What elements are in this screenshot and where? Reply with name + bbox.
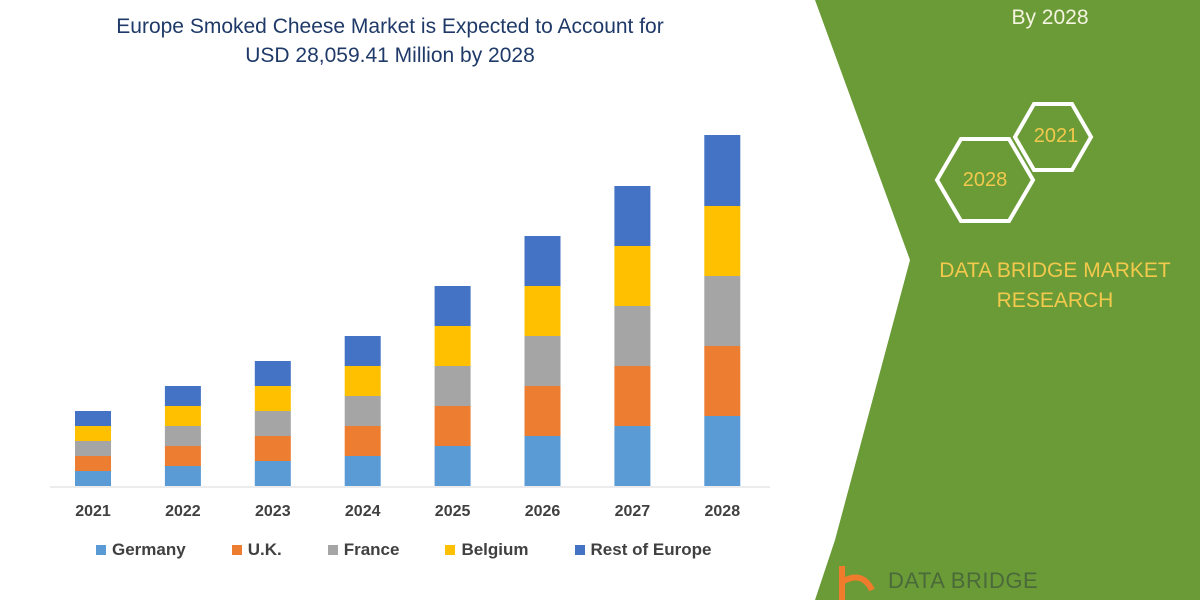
hexagon-2021 bbox=[1012, 102, 1094, 172]
bar-segment-2024-u-k- bbox=[344, 426, 381, 456]
stacked-bar-chart bbox=[75, 135, 741, 486]
hex-label-2028: 2028 bbox=[962, 169, 1008, 191]
bar-segment-2028-belgium bbox=[704, 206, 741, 276]
bar-segment-2028-u-k- bbox=[704, 346, 741, 416]
legend-swatch bbox=[96, 545, 106, 555]
chart-title: Europe Smoked Cheese Market is Expected … bbox=[60, 12, 720, 70]
bar-segment-2023-rest-of-europe bbox=[254, 361, 291, 386]
title-line-2: USD 28,059.41 Million by 2028 bbox=[245, 44, 535, 67]
x-tick-label: 2022 bbox=[165, 503, 201, 520]
x-tick-label: 2027 bbox=[614, 503, 651, 520]
bar-segment-2026-belgium bbox=[524, 286, 561, 336]
legend-item: Belgium bbox=[445, 540, 529, 560]
bar-segment-2027-belgium bbox=[614, 246, 651, 306]
legend-label: Belgium bbox=[461, 540, 529, 559]
bar-segment-2028-france bbox=[704, 276, 741, 346]
legend-item: Rest of Europe bbox=[574, 540, 712, 560]
bar-segment-2021-germany bbox=[75, 471, 111, 486]
side-top-text: By 2028 bbox=[1011, 6, 1089, 29]
bar-segment-2024-germany bbox=[344, 456, 381, 486]
legend-swatch bbox=[574, 545, 585, 555]
x-tick-label: 2021 bbox=[75, 503, 111, 520]
bar-segment-2021-rest-of-europe bbox=[75, 411, 111, 426]
title-line-1: Europe Smoked Cheese Market is Expected … bbox=[116, 15, 664, 38]
bar-segment-2025-belgium bbox=[434, 326, 471, 366]
bar-segment-2026-u-k- bbox=[524, 386, 561, 436]
legend-label: Germany bbox=[112, 540, 186, 559]
bar-segment-2027-france bbox=[614, 306, 651, 366]
legend-swatch bbox=[231, 545, 242, 555]
bar-segment-2028-germany bbox=[704, 416, 741, 486]
bar-segment-2021-belgium bbox=[75, 426, 111, 441]
bar-segment-2025-u-k- bbox=[434, 406, 471, 446]
bar-segment-2023-belgium bbox=[254, 386, 291, 411]
bar-segment-2024-rest-of-europe bbox=[344, 336, 381, 366]
x-tick-label: 2028 bbox=[704, 503, 741, 520]
logo-icon bbox=[839, 566, 875, 600]
legend-label: Rest of Europe bbox=[590, 540, 712, 559]
brand-line-1: DATA BRIDGE MARKET bbox=[939, 259, 1171, 282]
x-tick-label: 2024 bbox=[344, 503, 381, 520]
bar-segment-2023-u-k- bbox=[254, 436, 291, 461]
legend: Germany U.K. France Belgium Rest of Europe bbox=[96, 540, 757, 560]
legend-label: France bbox=[343, 540, 400, 559]
brand-line-2: RESEARCH bbox=[996, 289, 1114, 312]
bar-segment-2024-france bbox=[344, 396, 381, 426]
bar-segment-2026-germany bbox=[524, 436, 561, 486]
legend-item: U.K. bbox=[231, 540, 282, 560]
bar-segment-2027-germany bbox=[614, 426, 651, 486]
bar-segment-2022-france bbox=[164, 426, 201, 446]
bar-segment-2023-germany bbox=[254, 461, 291, 486]
bar-segment-2025-germany bbox=[434, 446, 471, 486]
brand-text: DATA BRIDGE MARKET RESEARCH bbox=[920, 256, 1190, 316]
bar-segment-2023-france bbox=[254, 411, 291, 436]
bar-segment-2025-france bbox=[434, 366, 471, 406]
bar-segment-2027-u-k- bbox=[614, 366, 651, 426]
legend-item: Germany bbox=[96, 540, 186, 560]
bar-segment-2027-rest-of-europe bbox=[614, 186, 651, 246]
bar-segment-2022-germany bbox=[164, 466, 201, 486]
legend-item: France bbox=[327, 540, 400, 560]
bar-segment-2021-france bbox=[75, 441, 111, 456]
bar-segment-2021-u-k- bbox=[75, 456, 111, 471]
bar-segment-2026-rest-of-europe bbox=[524, 236, 561, 286]
bar-segment-2022-rest-of-europe bbox=[164, 386, 201, 406]
x-tick-label: 2025 bbox=[434, 503, 471, 520]
bar-segment-2024-belgium bbox=[344, 366, 381, 396]
bar-segment-2025-rest-of-europe bbox=[434, 286, 471, 326]
x-tick-label: 2023 bbox=[255, 503, 291, 520]
bar-segment-2026-france bbox=[524, 336, 561, 386]
hexagon-2028 bbox=[934, 137, 1036, 223]
legend-swatch bbox=[327, 545, 338, 555]
bar-segment-2028-rest-of-europe bbox=[704, 135, 741, 206]
logo-text: DATA BRIDGE bbox=[888, 568, 1039, 593]
green-side-panel bbox=[815, 0, 1200, 600]
x-tick-label: 2026 bbox=[524, 503, 561, 520]
legend-swatch bbox=[445, 545, 456, 555]
bar-segment-2022-u-k- bbox=[164, 446, 201, 466]
bar-segment-2022-belgium bbox=[164, 406, 201, 426]
hex-label-2021: 2021 bbox=[1033, 125, 1079, 147]
legend-label: U.K. bbox=[247, 540, 282, 559]
